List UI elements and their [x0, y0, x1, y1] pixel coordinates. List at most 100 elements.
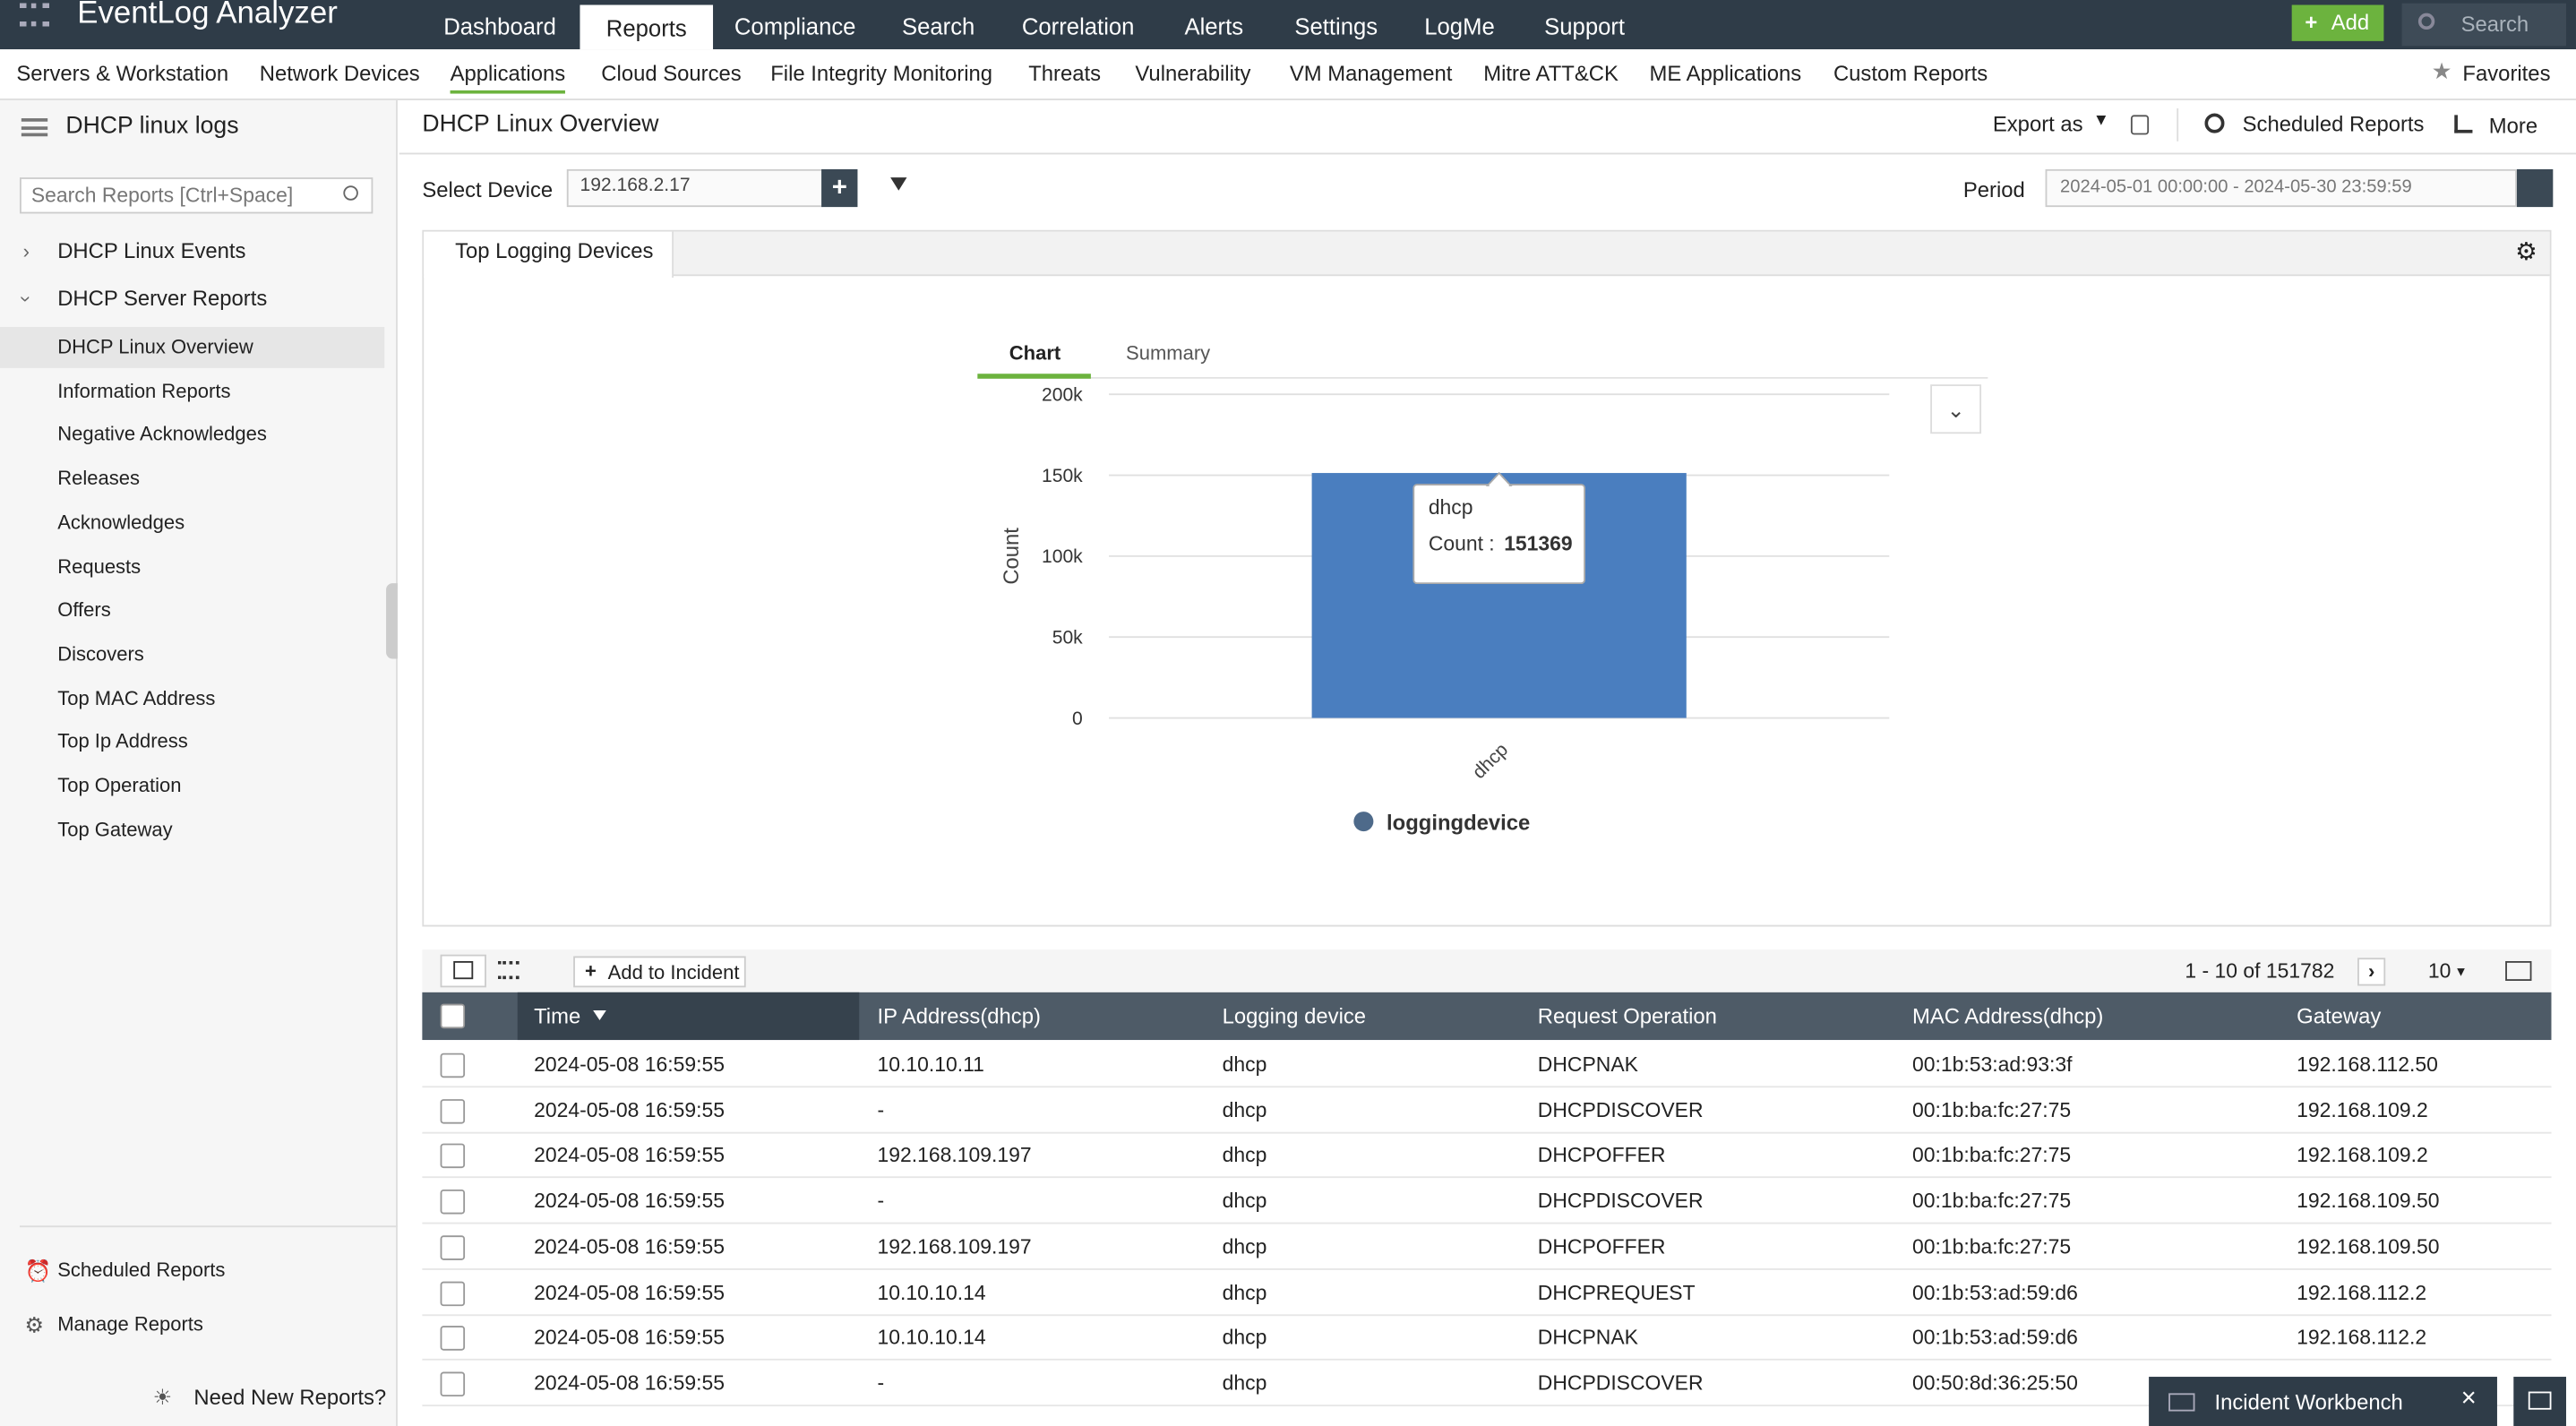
cell: 2024-05-08 16:59:55 — [534, 1098, 726, 1122]
nav-item[interactable]: LogMe — [1424, 13, 1495, 40]
sidebar-item[interactable]: Top Gateway — [57, 817, 173, 841]
column-header[interactable]: Gateway — [2297, 1003, 2382, 1029]
period-value: 2024-05-01 00:00:00 - 2024-05-30 23:59:5… — [2060, 177, 2412, 198]
chart-tab[interactable]: Chart — [1009, 342, 1061, 365]
search-label: Search — [2460, 11, 2529, 37]
sidebar-title: DHCP linux logs — [65, 113, 239, 140]
need-reports[interactable]: Need New Reports? — [193, 1385, 387, 1410]
chart-menu[interactable]: ⌄ — [1930, 384, 1982, 434]
nav-item[interactable]: Search — [901, 13, 975, 40]
row-checkbox[interactable] — [440, 1098, 466, 1124]
subnav-item[interactable]: VM Management — [1289, 60, 1453, 86]
cell: - — [877, 1371, 885, 1396]
row-checkbox[interactable] — [440, 1190, 466, 1215]
favorites[interactable]: Favorites — [2462, 60, 2551, 86]
divider — [0, 99, 2576, 100]
sidebar-search[interactable]: Search Reports [Ctrl+Space] — [20, 177, 374, 214]
add-incident[interactable]: Add to Incident + — [573, 956, 746, 988]
grid-view[interactable] — [440, 954, 486, 988]
menu-icon[interactable] — [21, 118, 48, 137]
sidebar-item[interactable]: DHCP Linux Overview — [57, 335, 253, 358]
subnav-item[interactable]: Mitre ATT&CK — [1483, 60, 1619, 86]
export-as[interactable]: Export as — [1992, 111, 2083, 137]
nav-item[interactable]: Reports — [580, 4, 714, 50]
row-checkbox[interactable] — [440, 1052, 466, 1078]
cell: dhcp — [1222, 1234, 1267, 1258]
search-box[interactable]: Search — [2401, 3, 2566, 47]
sidebar-item[interactable]: Acknowledges — [57, 511, 185, 534]
row-checkbox[interactable] — [440, 1371, 466, 1396]
list-glyph[interactable] — [497, 960, 519, 980]
nav-item[interactable]: Alerts — [1184, 13, 1244, 40]
row-checkbox[interactable] — [440, 1234, 466, 1260]
add-button[interactable]: Add + — [2291, 4, 2384, 41]
row-checkbox[interactable] — [440, 1280, 466, 1306]
plus-button[interactable]: + — [821, 168, 858, 208]
page-size[interactable]: 10 — [2427, 959, 2451, 983]
device-input[interactable]: 192.168.2.17 — [566, 168, 823, 208]
cell: dhcp — [1222, 1190, 1267, 1213]
column-header[interactable]: Request Operation — [1537, 1003, 1717, 1029]
nav-item[interactable]: Correlation — [1021, 13, 1135, 40]
sidebar-active — [0, 327, 385, 368]
logo: EventLog Analyzer — [77, 0, 338, 31]
scheduled-reports[interactable]: Scheduled Reports — [2242, 111, 2425, 137]
subnav-item[interactable]: Servers & Workstation — [16, 60, 229, 86]
sidebar-footer-item[interactable]: Scheduled Reports — [57, 1258, 226, 1282]
chart-tab[interactable]: Summary — [1126, 342, 1210, 365]
panel-strip — [424, 231, 2550, 277]
nav-item[interactable]: Compliance — [734, 13, 856, 40]
calendar-button[interactable] — [2516, 168, 2554, 208]
sidebar-group[interactable]: DHCP Linux Events — [57, 237, 246, 263]
more-icon — [2454, 115, 2473, 133]
chat-button[interactable] — [2513, 1377, 2566, 1426]
column-header[interactable]: MAC Address(dhcp) — [1911, 1003, 2104, 1029]
subnav-item[interactable]: File Integrity Monitoring — [770, 60, 993, 86]
subnav-item[interactable]: Network Devices — [259, 60, 420, 86]
subnav-item[interactable]: Threats — [1028, 60, 1102, 86]
sidebar-item[interactable]: Top Operation — [57, 773, 182, 797]
subnav-item[interactable]: Vulnerability — [1135, 60, 1251, 86]
next-button[interactable]: › — [2357, 958, 2386, 986]
nav-item[interactable]: Support — [1544, 13, 1626, 40]
subnav-item[interactable]: Cloud Sources — [601, 60, 742, 86]
sidebar-item[interactable]: Information Reports — [57, 379, 231, 402]
cell: 00:1b:ba:fc:27:75 — [1911, 1144, 2072, 1167]
tooltip-label: Count : — [1429, 531, 1495, 554]
row-checkbox[interactable] — [440, 1326, 466, 1352]
more[interactable]: More — [2488, 113, 2538, 139]
sort-arrow — [593, 1010, 606, 1021]
sidebar-item[interactable]: Offers — [57, 597, 111, 622]
row-checkbox[interactable] — [440, 1144, 466, 1169]
apps-icon[interactable] — [20, 3, 50, 27]
subnav-item[interactable]: Applications — [450, 61, 566, 94]
subnav-item[interactable]: ME Applications — [1649, 60, 1802, 86]
sidebar-item[interactable]: Releases — [57, 467, 140, 490]
column-header[interactable]: Time — [534, 1003, 581, 1029]
filter-icon[interactable] — [890, 177, 907, 191]
sidebar-item[interactable]: Negative Acknowledges — [57, 423, 267, 446]
subnav-item[interactable]: Custom Reports — [1833, 60, 1988, 86]
sidebar-item[interactable]: Requests — [57, 554, 142, 578]
sidebar-item[interactable]: Discovers — [57, 641, 144, 666]
sidebar-item[interactable]: Top MAC Address — [57, 685, 216, 709]
gear-icon[interactable]: ⚙ — [2515, 237, 2537, 267]
period-input[interactable]: 2024-05-01 00:00:00 - 2024-05-30 23:59:5… — [2045, 168, 2517, 208]
incident-workbench[interactable]: Incident Workbench × — [2149, 1377, 2497, 1426]
nav-item[interactable]: Dashboard — [443, 13, 556, 40]
collapse-tab[interactable] — [386, 583, 398, 659]
panel-tab[interactable]: Top Logging Devices — [424, 231, 674, 278]
header-checkbox[interactable] — [440, 1003, 466, 1029]
column-header[interactable]: Logging device — [1222, 1003, 1367, 1029]
menu-icon-mid — [21, 126, 48, 130]
pdf-icon[interactable] — [2130, 115, 2150, 135]
nav-item[interactable]: Settings — [1294, 13, 1378, 40]
columns-icon[interactable] — [2505, 960, 2532, 982]
cell: 00:1b:53:ad:59:d6 — [1911, 1280, 2078, 1304]
sidebar-group[interactable]: DHCP Server Reports — [57, 286, 268, 311]
y-tick-label: 200k — [1042, 385, 1083, 406]
sidebar-footer-item[interactable]: Manage Reports — [57, 1312, 203, 1336]
column-header[interactable]: IP Address(dhcp) — [877, 1003, 1041, 1029]
sidebar-item[interactable]: Top Ip Address — [57, 729, 188, 753]
